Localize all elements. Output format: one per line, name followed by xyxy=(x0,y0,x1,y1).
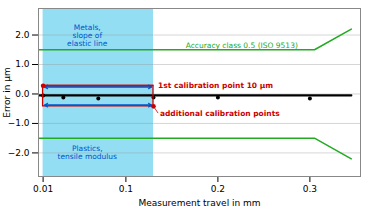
svg-text:0.2: 0.2 xyxy=(211,184,225,194)
svg-text:−1.0: −1.0 xyxy=(8,118,30,128)
svg-text:0.3: 0.3 xyxy=(303,184,317,194)
svg-text:1.0: 1.0 xyxy=(15,59,30,69)
svg-text:2.0: 2.0 xyxy=(15,30,30,40)
svg-text:−2.0: −2.0 xyxy=(8,148,30,158)
svg-text:0.01: 0.01 xyxy=(33,184,53,194)
svg-text:0.0: 0.0 xyxy=(15,89,30,99)
svg-text:Accuracy class 0.5 (ISO 9513): Accuracy class 0.5 (ISO 9513) xyxy=(186,41,298,50)
svg-text:1st calibration point 10 μm: 1st calibration point 10 μm xyxy=(158,81,273,90)
svg-text:Plastics,tensile modulus: Plastics,tensile modulus xyxy=(57,144,117,161)
svg-text:additional calibration points: additional calibration points xyxy=(160,109,280,118)
svg-text:Error in μm: Error in μm xyxy=(2,67,12,117)
svg-text:Metals,slope ofelastic line: Metals,slope ofelastic line xyxy=(67,23,108,48)
svg-text:Measurement travel in mm: Measurement travel in mm xyxy=(138,198,260,208)
svg-text:0.1: 0.1 xyxy=(119,184,133,194)
